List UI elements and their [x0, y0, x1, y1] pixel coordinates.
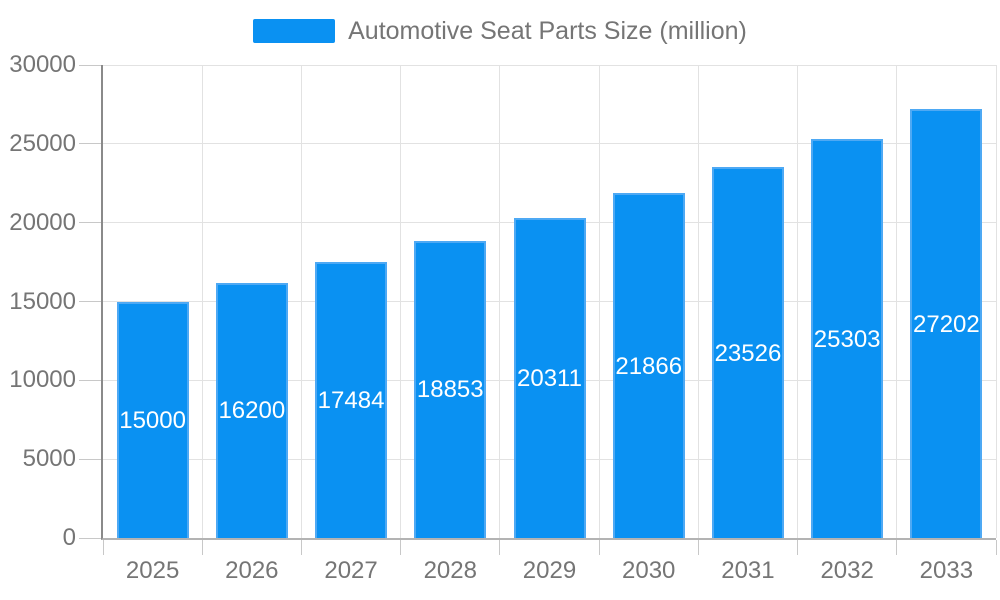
- bar-2029[interactable]: 20311: [513, 217, 586, 538]
- bar-value-label: 23526: [714, 339, 782, 367]
- bar-value-label: 17484: [317, 387, 385, 415]
- bar-2031[interactable]: 23526: [711, 167, 784, 538]
- x-tick: [499, 540, 501, 555]
- v-gridline: [896, 65, 898, 538]
- x-tick: [300, 540, 302, 555]
- x-axis-tick-label: 2030: [622, 557, 676, 584]
- x-axis-tick-label: 2025: [125, 557, 180, 584]
- x-tick: [697, 540, 699, 555]
- y-tick: [79, 301, 101, 302]
- bar-value-label: 21866: [615, 352, 683, 380]
- x-axis-tick-label: 2028: [423, 557, 477, 584]
- y-axis-tick-label: 25000: [9, 129, 76, 157]
- x-tick: [598, 540, 600, 555]
- bar-value-label: 16200: [218, 397, 286, 425]
- y-tick: [79, 537, 101, 539]
- x-axis-tick-label: 2029: [522, 557, 577, 584]
- v-gridline: [499, 65, 501, 538]
- bar-2026[interactable]: 16200: [215, 282, 288, 538]
- x-axis-tick-label: 2027: [324, 557, 378, 584]
- x-axis-tick-label: 2026: [225, 557, 279, 584]
- y-axis-tick-label: 5000: [22, 445, 76, 473]
- v-gridline: [300, 65, 302, 538]
- v-gridline: [201, 65, 203, 538]
- y-axis-tick-label: 30000: [9, 51, 76, 78]
- y-axis-tick-label: 20000: [9, 208, 76, 236]
- legend-label: Automotive Seat Parts Size (million): [348, 16, 747, 45]
- bar-2028[interactable]: 18853: [414, 240, 487, 538]
- bar-value-label: 15000: [119, 406, 186, 434]
- bar-value-label: 20311: [517, 364, 582, 392]
- bar-2033[interactable]: 27202: [910, 109, 983, 538]
- x-tick: [797, 540, 799, 555]
- y-tick: [79, 64, 101, 66]
- bar-value-label: 25303: [813, 325, 881, 353]
- v-gridline: [400, 65, 402, 538]
- x-axis-tick-label: 2033: [919, 557, 974, 584]
- x-axis-tick-label: 2032: [820, 557, 874, 584]
- y-axis-tick-label: 15000: [9, 287, 76, 315]
- x-tick: [201, 540, 203, 555]
- h-gridline: [103, 143, 996, 145]
- y-tick: [79, 379, 101, 381]
- bar-2025[interactable]: 15000: [116, 301, 189, 538]
- y-tick: [79, 458, 101, 460]
- y-tick: [79, 143, 101, 145]
- bar-2027[interactable]: 17484: [315, 262, 388, 538]
- legend[interactable]: Automotive Seat Parts Size (million): [0, 16, 1000, 46]
- bar-value-label: 18853: [416, 376, 484, 404]
- x-tick: [995, 540, 997, 555]
- y-axis-tick-label: 0: [62, 524, 76, 551]
- x-tick: [102, 540, 104, 555]
- bar-2030[interactable]: 21866: [612, 193, 685, 538]
- v-gridline: [598, 65, 600, 538]
- x-tick: [400, 540, 402, 555]
- h-gridline: [103, 64, 996, 66]
- y-tick: [79, 222, 101, 224]
- bar-2032[interactable]: 25303: [811, 139, 884, 538]
- bar-value-label: 27202: [913, 310, 980, 338]
- legend-swatch: [253, 19, 336, 43]
- v-gridline: [797, 65, 799, 538]
- y-axis-tick-label: 10000: [9, 366, 76, 394]
- v-gridline: [697, 65, 699, 538]
- x-axis-tick-label: 2031: [721, 557, 775, 584]
- v-gridline: [995, 65, 997, 538]
- x-tick: [896, 540, 898, 555]
- plot-area: 0 5000 10000 15000 20000 25000 30000 15000 2025 1…: [9, 51, 997, 584]
